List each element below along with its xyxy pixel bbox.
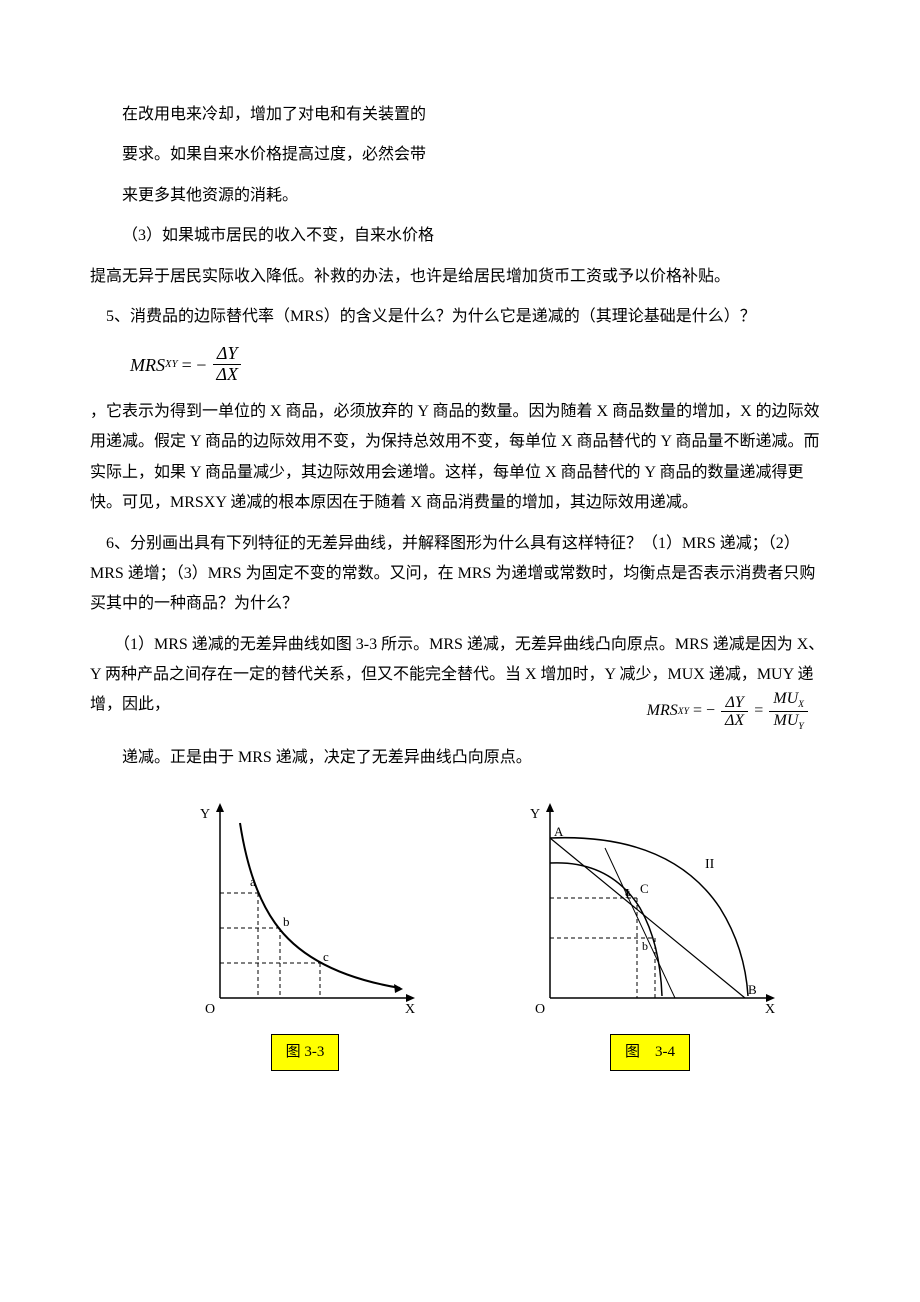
axis-y-label: Y: [200, 807, 210, 822]
paragraph-5: 提高无异于居民实际收入降低。补救的办法，也许是给居民增加货币工资或予以价格补贴。: [90, 262, 830, 292]
point-b-cap: B: [748, 982, 757, 997]
paragraph-10: 递减。正是由于 MRS 递减，决定了无差异曲线凸向原点。: [90, 743, 830, 773]
point-c: c: [323, 949, 329, 964]
point-a: a: [250, 874, 256, 889]
point-c-cap: C: [640, 881, 649, 896]
mrs-symbol: MRS: [130, 348, 165, 382]
paragraph-2: 要求。如果自来水价格提高过度，必然会带: [90, 140, 830, 170]
figure-3-3-svg: Y X O a b c: [180, 798, 430, 1028]
question-5: 5、消费品的边际替代率（MRS）的含义是什么？为什么它是递减的（其理论基础是什么…: [90, 302, 830, 332]
mrs-subscript: XY: [165, 354, 178, 375]
paragraph-9: （1）MRS 递减的无差异曲线如图 3-3 所示。MRS 递减，无差异曲线凸向原…: [90, 630, 830, 733]
diagrams-container: Y X O a b c 图 3-3: [90, 798, 830, 1071]
figure-3-3: Y X O a b c 图 3-3: [180, 798, 430, 1071]
point-a-cap: A: [554, 824, 564, 839]
axis-x-label: X: [405, 1002, 415, 1017]
paragraph-1: 在改用电来冷却，增加了对电和有关装置的: [90, 100, 830, 130]
figure-3-3-label: 图 3-3: [271, 1034, 340, 1071]
formula-mrs-2: MRSXY = − ΔY ΔX = MUX MUY: [647, 690, 810, 732]
question-6: 6、分别画出具有下列特征的无差异曲线，并解释图形为什么具有这样特征？（1）MRS…: [90, 529, 830, 620]
figure-3-4-svg: Y X O II I A B C a b: [510, 798, 790, 1028]
paragraph-3: 来更多其他资源的消耗。: [90, 181, 830, 211]
point-small-a-2: a: [625, 885, 631, 899]
figure-3-4-label: 图 3-4: [610, 1034, 690, 1071]
frac-den-dx: ΔX: [212, 365, 242, 385]
axis-y-label-2: Y: [530, 807, 540, 822]
frac-num-dy: ΔY: [213, 344, 242, 365]
paragraph-4: （3）如果城市居民的收入不变，自来水价格: [90, 221, 830, 251]
curve-ii-label: II: [705, 857, 715, 872]
axis-x-label-2: X: [765, 1002, 775, 1017]
origin-label: O: [205, 1002, 215, 1017]
origin-label-2: O: [535, 1002, 545, 1017]
point-small-b-2: b: [642, 939, 648, 953]
formula-mrs-1: MRSXY = − ΔY ΔX: [130, 344, 830, 385]
point-b: b: [283, 914, 290, 929]
figure-3-4: Y X O II I A B C a b 图 3-4: [510, 798, 790, 1071]
paragraph-7: ，它表示为得到一单位的 X 商品，必须放弃的 Y 商品的数量。因为随着 X 商品…: [90, 397, 830, 519]
